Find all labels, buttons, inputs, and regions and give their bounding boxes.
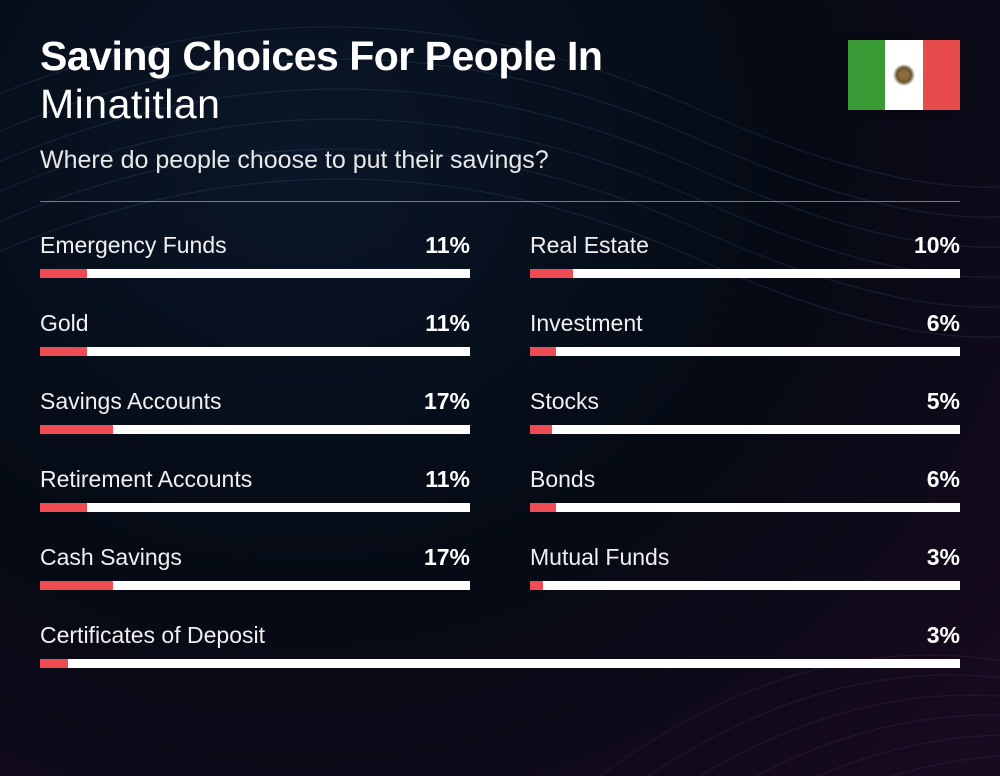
bar-label: Gold: [40, 310, 89, 337]
bar-label: Retirement Accounts: [40, 466, 252, 493]
flag-stripe-center: [885, 40, 922, 110]
bar-fill: [530, 503, 556, 512]
bar-item: Retirement Accounts 11%: [40, 466, 470, 512]
flag-stripe-left: [848, 40, 885, 110]
bar-label: Emergency Funds: [40, 232, 227, 259]
bar-track: [40, 347, 470, 356]
bar-fill: [530, 347, 556, 356]
bar-fill: [40, 425, 113, 434]
bar-item: Bonds 6%: [530, 466, 960, 512]
bar-item-head: Bonds 6%: [530, 466, 960, 493]
bar-label: Savings Accounts: [40, 388, 222, 415]
bar-label: Cash Savings: [40, 544, 182, 571]
bar-value: 17%: [424, 544, 470, 571]
bar-item-head: Investment 6%: [530, 310, 960, 337]
bar-value: 11%: [425, 466, 470, 493]
bar-item-head: Stocks 5%: [530, 388, 960, 415]
bar-fill: [40, 659, 68, 668]
bar-track: [530, 425, 960, 434]
bar-value: 3%: [927, 544, 960, 571]
bar-item: Stocks 5%: [530, 388, 960, 434]
country-flag-icon: [848, 40, 960, 110]
bar-value: 6%: [927, 310, 960, 337]
header-divider: [40, 201, 960, 202]
bar-label: Stocks: [530, 388, 599, 415]
bar-fill: [40, 269, 87, 278]
bar-item-head: Real Estate 10%: [530, 232, 960, 259]
bar-value: 3%: [927, 622, 960, 649]
bar-item-head: Cash Savings 17%: [40, 544, 470, 571]
bar-item-head: Emergency Funds 11%: [40, 232, 470, 259]
bar-track: [530, 503, 960, 512]
bar-value: 17%: [424, 388, 470, 415]
bar-item-head: Retirement Accounts 11%: [40, 466, 470, 493]
bar-item: Investment 6%: [530, 310, 960, 356]
bar-item-head: Gold 11%: [40, 310, 470, 337]
bar-item: Mutual Funds 3%: [530, 544, 960, 590]
bar-item: Savings Accounts 17%: [40, 388, 470, 434]
bar-label: Mutual Funds: [530, 544, 669, 571]
bar-item: Emergency Funds 11%: [40, 232, 470, 278]
bar-fill: [40, 581, 113, 590]
bar-label: Bonds: [530, 466, 595, 493]
bar-item-head: Savings Accounts 17%: [40, 388, 470, 415]
bar-track: [40, 425, 470, 434]
bars-grid: Emergency Funds 11% Real Estate 10% Gold 11% I…: [40, 232, 960, 668]
bar-value: 6%: [927, 466, 960, 493]
bar-value: 5%: [927, 388, 960, 415]
bar-fill: [530, 581, 543, 590]
bar-value: 11%: [425, 232, 470, 259]
flag-stripe-right: [923, 40, 960, 110]
bar-fill: [530, 269, 573, 278]
bar-track: [530, 269, 960, 278]
bar-item: Cash Savings 17%: [40, 544, 470, 590]
page-title-line1: Saving Choices For People In: [40, 34, 848, 79]
bar-track: [40, 659, 960, 668]
bar-value: 10%: [914, 232, 960, 259]
page-subtitle: Where do people choose to put their savi…: [40, 146, 848, 175]
bar-track: [530, 581, 960, 590]
bar-item: Certificates of Deposit 3%: [40, 622, 960, 668]
bar-fill: [530, 425, 552, 434]
bar-track: [40, 581, 470, 590]
bar-label: Certificates of Deposit: [40, 622, 265, 649]
bar-item-head: Certificates of Deposit 3%: [40, 622, 960, 649]
bar-label: Investment: [530, 310, 643, 337]
bar-track: [40, 503, 470, 512]
bar-fill: [40, 503, 87, 512]
bar-value: 11%: [425, 310, 470, 337]
bar-fill: [40, 347, 87, 356]
flag-emblem-icon: [891, 62, 917, 88]
bar-item: Gold 11%: [40, 310, 470, 356]
bar-track: [530, 347, 960, 356]
page-title-city: Minatitlan: [40, 81, 848, 128]
bar-item: Real Estate 10%: [530, 232, 960, 278]
bar-item-head: Mutual Funds 3%: [530, 544, 960, 571]
bar-label: Real Estate: [530, 232, 649, 259]
bar-track: [40, 269, 470, 278]
